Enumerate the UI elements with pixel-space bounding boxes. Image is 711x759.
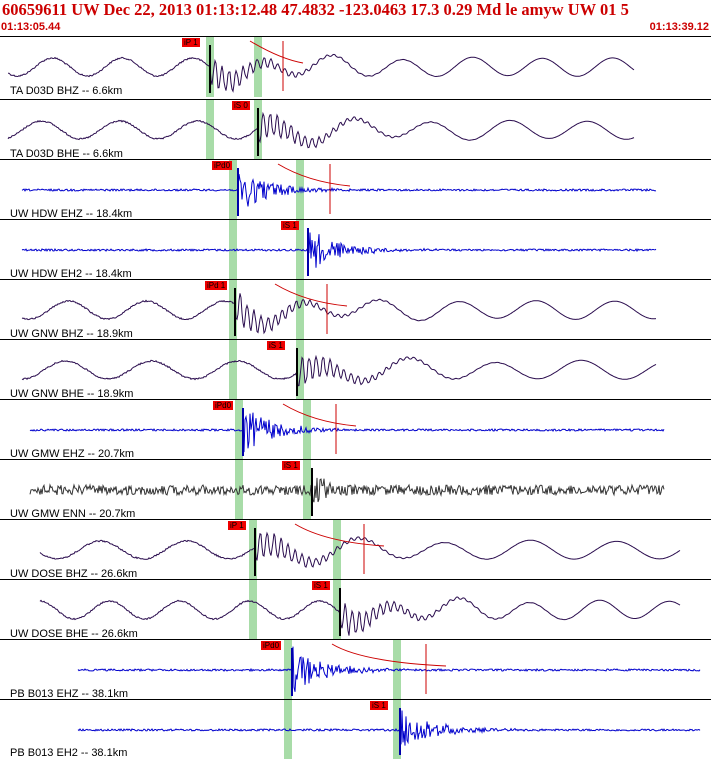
coda-curve [282,403,357,427]
trace-panel[interactable]: iPd 1 UW GNW BHZ -- 18.9km [0,279,711,340]
s-pick-window [393,640,401,700]
waveform-trace [21,293,657,335]
station-label: UW DOSE BHE -- 26.6km [10,628,138,640]
p-pick-window [284,700,292,759]
p-pick-window [206,100,214,160]
pick-tag[interactable]: iS 1 [282,461,300,470]
waveform-plot [39,520,681,580]
waveform-trace [39,531,681,568]
coda-curve [277,163,351,187]
waveform-trace [21,354,657,387]
coda-curve [274,283,348,307]
station-label: UW GMW ENN -- 20.7km [10,508,136,520]
waveform-trace [29,477,665,503]
s-pick-window [254,37,262,97]
waveform-trace [77,710,701,746]
p-pick-window [235,460,243,520]
station-label: UW HDW EHZ -- 18.4km [10,208,133,220]
s-pick-window [393,700,401,759]
trace-panel[interactable]: iS 1 UW HDW EH2 -- 18.4km [0,219,711,280]
pick-tag[interactable]: iP 1 [182,38,200,47]
waveform-plot [77,700,701,759]
trace-panel[interactable]: iS 1 UW GMW ENN -- 20.7km [0,459,711,520]
trace-panel[interactable]: iP 1 TA D03D BHZ -- 6.6km [0,36,711,97]
p-pick-window [229,280,237,340]
coda-curve [249,40,304,64]
waveform-trace [29,412,665,453]
pick-tag[interactable]: iS 0 [232,101,250,110]
waveform-trace [7,111,635,149]
waveform-plot [7,100,635,160]
pick-tag[interactable]: iP 1 [228,521,246,530]
station-label: UW GNW BHE -- 18.9km [10,388,134,400]
station-label: TA D03D BHZ -- 6.6km [10,85,123,97]
pick-tag[interactable]: iS 1 [312,581,330,590]
waveform-plot [29,460,665,520]
s-pick-window [296,340,304,400]
s-pick-window [296,280,304,340]
trace-panel[interactable]: iPd0 PB B013 EHZ -- 38.1km [0,639,711,700]
pick-tag[interactable]: iPd0 [212,161,233,170]
station-label: PB B013 EH2 -- 38.1km [10,747,128,759]
trace-panel[interactable]: iS 1 UW DOSE BHE -- 26.6km [0,579,711,640]
p-pick-window [229,160,237,220]
waveform-plot [29,400,665,460]
start-time: 01:13:05.44 [1,21,61,33]
pick-tag[interactable]: iS 1 [281,221,299,230]
waveform-plot [21,160,657,220]
trace-panel[interactable]: iPd0 UW GMW EHZ -- 20.7km [0,399,711,460]
trace-panel[interactable]: iS 1 UW GNW BHE -- 18.9km [0,339,711,400]
pick-tag[interactable]: iS 1 [267,341,285,350]
station-label: UW GMW EHZ -- 20.7km [10,448,135,460]
waveform-plot [21,220,657,280]
waveform-trace [39,596,681,636]
header-bar: 60659611 UW Dec 22, 2013 01:13:12.48 47.… [0,0,711,36]
coda-curve [294,523,385,547]
s-pick-window [333,520,341,580]
pick-tag[interactable]: iPd0 [213,401,234,410]
event-title: 60659611 UW Dec 22, 2013 01:13:12.48 47.… [2,0,629,19]
p-pick-window [229,340,237,400]
trace-panel[interactable]: iPd0 UW HDW EHZ -- 18.4km [0,159,711,220]
waveform-plot [21,280,657,340]
waveform-plot [21,340,657,400]
station-label: TA D03D BHE -- 6.6km [10,148,123,160]
pick-tag[interactable]: iPd0 [261,641,282,650]
station-label: PB B013 EHZ -- 38.1km [10,688,128,700]
p-pick-window [284,640,292,700]
waveform-trace [77,646,701,692]
pick-tag[interactable]: iPd 1 [205,281,228,290]
s-pick-window [303,460,311,520]
waveform-plot [8,37,635,97]
station-label: UW HDW EH2 -- 18.4km [10,268,132,280]
p-pick-window [249,520,257,580]
end-time: 01:13:39.12 [649,21,709,33]
station-label: UW DOSE BHZ -- 26.6km [10,568,138,580]
waveform-trace [21,232,657,268]
waveform-trace [21,174,657,207]
trace-panel[interactable]: iS 1 PB B013 EH2 -- 38.1km [0,699,711,759]
p-pick-window [249,580,257,640]
waveform-plot [77,640,701,700]
pick-tag[interactable]: iS 1 [370,701,388,710]
waveform-plot [39,580,681,640]
trace-panel[interactable]: iP 1 UW DOSE BHZ -- 26.6km [0,519,711,580]
station-label: UW GNW BHZ -- 18.9km [10,328,133,340]
coda-curve [331,643,447,667]
waveform-trace [8,53,635,93]
trace-panel[interactable]: iS 0 TA D03D BHE -- 6.6km [0,99,711,160]
